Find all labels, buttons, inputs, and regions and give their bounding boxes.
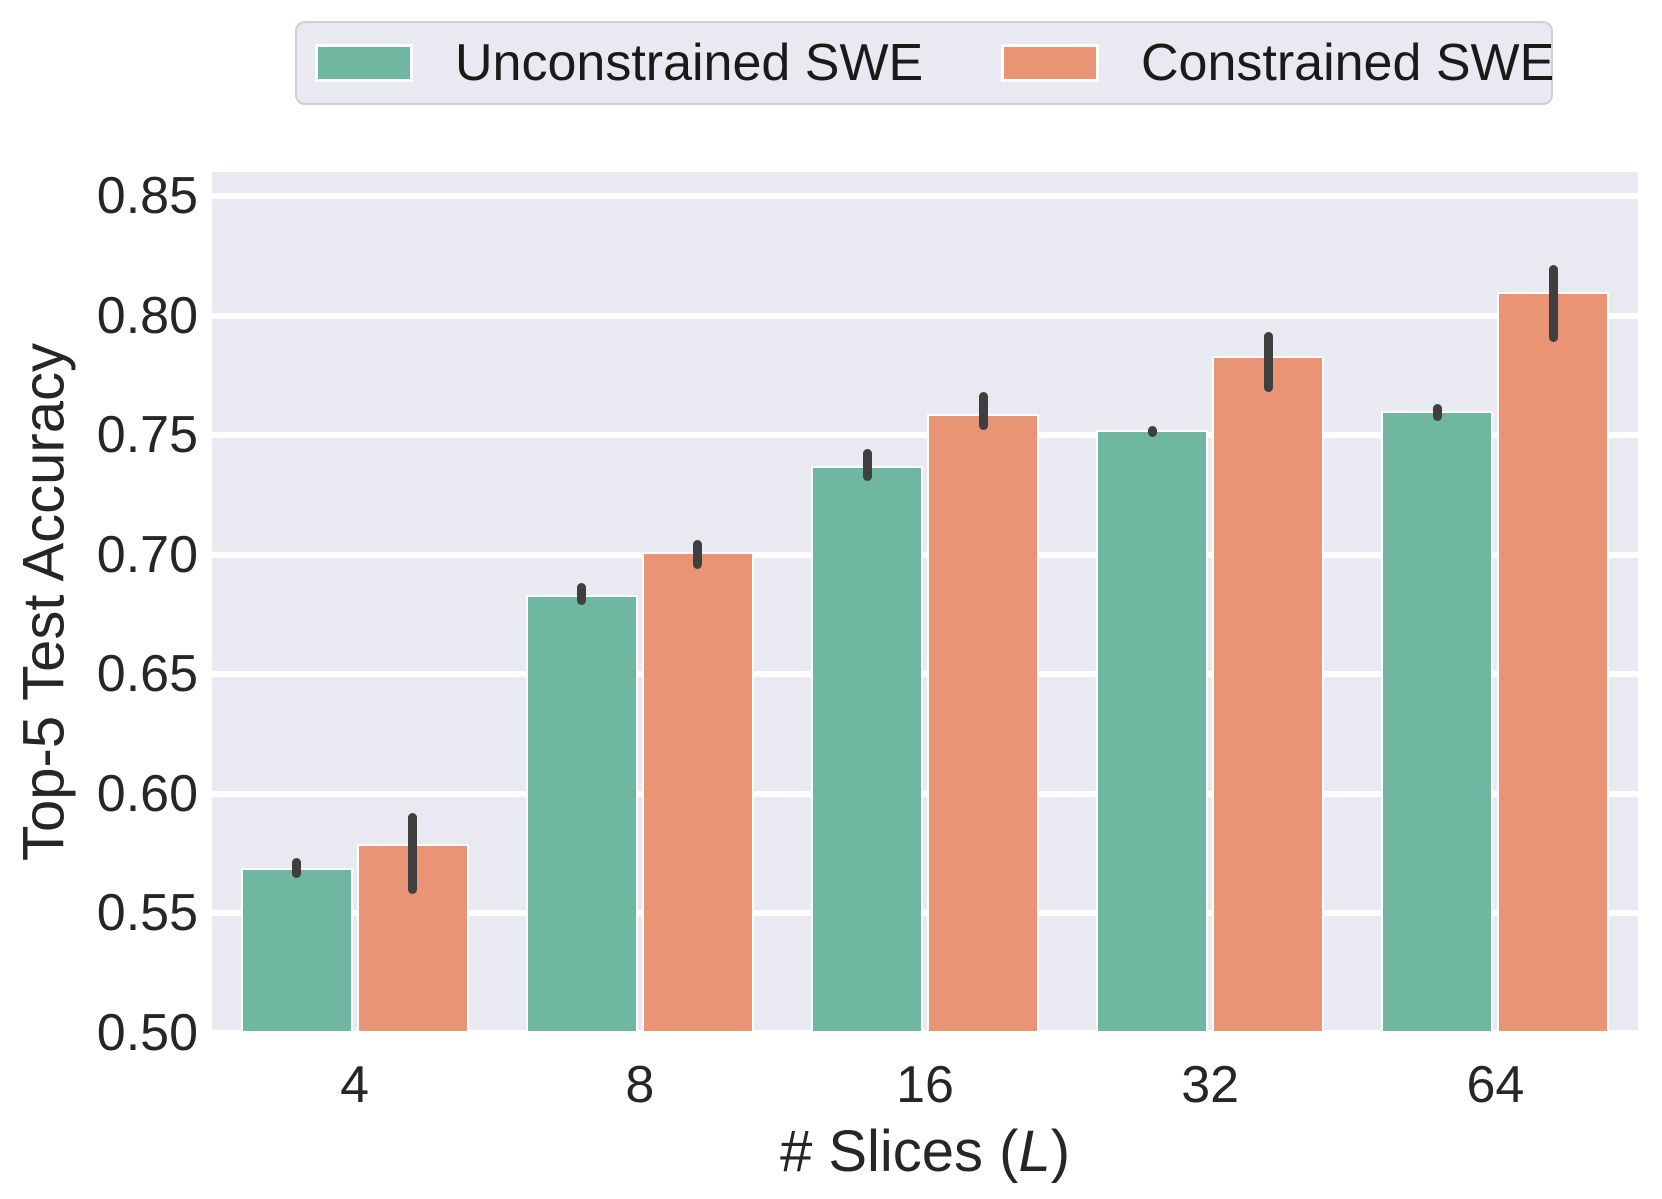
error-bar-constrained-swe-8	[693, 540, 703, 569]
y-tick-label-0.55: 0.55	[96, 884, 198, 943]
error-bar-unconstrained-swe-32	[1147, 425, 1157, 438]
gridline-y-0.7	[212, 551, 1638, 558]
y-tick-label-0.75: 0.75	[96, 406, 198, 465]
gridline-y-0.5	[212, 1030, 1638, 1033]
bar-unconstrained-swe-16	[811, 466, 923, 1033]
gridline-y-0.55	[212, 910, 1638, 917]
x-axis-label-variable: L	[1018, 1119, 1051, 1184]
gridline-y-0.85	[212, 192, 1638, 199]
error-bar-constrained-swe-32	[1263, 332, 1273, 393]
y-tick-label-0.80: 0.80	[96, 286, 198, 345]
error-bar-constrained-swe-64	[1548, 265, 1558, 342]
error-bar-unconstrained-swe-8	[577, 583, 587, 605]
error-bar-constrained-swe-4	[408, 812, 418, 895]
bar-unconstrained-swe-8	[525, 595, 638, 1033]
x-tick-label-16: 16	[896, 1056, 954, 1114]
x-tick-label-64: 64	[1466, 1056, 1525, 1114]
gridline-y-0.65	[212, 671, 1638, 678]
bar-unconstrained-swe-64	[1381, 411, 1494, 1033]
error-bar-unconstrained-swe-64	[1432, 403, 1442, 421]
y-tick-label-0.85: 0.85	[96, 166, 198, 225]
error-bar-unconstrained-swe-4	[292, 858, 302, 878]
bar-unconstrained-swe-32	[1096, 430, 1209, 1033]
gridline-y-0.6	[212, 790, 1638, 797]
legend-swatch-constrained-swe	[1001, 44, 1099, 82]
bar-constrained-swe-16	[927, 413, 1039, 1033]
y-tick-label-0.50: 0.50	[96, 1004, 198, 1062]
gridline-y-0.8	[212, 312, 1638, 319]
x-axis-label-prefix: # Slices (	[779, 1119, 1019, 1184]
x-tick-label-8: 8	[625, 1056, 655, 1114]
x-tick-label-4: 4	[340, 1056, 370, 1114]
x-tick-label-32: 32	[1181, 1056, 1240, 1114]
x-axis-label-suffix: )	[1050, 1119, 1071, 1184]
bar-constrained-swe-64	[1497, 291, 1610, 1033]
legend-item-constrained-swe: Constrained SWE	[1001, 23, 1554, 103]
legend-swatch-unconstrained-swe	[315, 44, 413, 82]
plot-area	[212, 172, 1638, 1033]
bar-constrained-swe-8	[641, 552, 754, 1033]
y-tick-label-0.60: 0.60	[96, 764, 198, 823]
legend: Unconstrained SWE Constrained SWE	[295, 21, 1554, 105]
bar-constrained-swe-32	[1212, 356, 1325, 1033]
legend-item-unconstrained-swe: Unconstrained SWE	[315, 23, 923, 103]
y-tick-label-0.65: 0.65	[96, 645, 198, 704]
gridline-y-0.75	[212, 432, 1638, 439]
y-tick-label-0.70: 0.70	[96, 525, 198, 584]
x-axis-label: # Slices (L)	[780, 1118, 1070, 1185]
legend-label-constrained-swe: Constrained SWE	[1141, 34, 1555, 92]
error-bar-constrained-swe-16	[978, 392, 988, 431]
legend-label-unconstrained-swe: Unconstrained SWE	[455, 34, 924, 92]
error-bar-unconstrained-swe-16	[862, 449, 872, 481]
bar-unconstrained-swe-4	[240, 867, 353, 1033]
